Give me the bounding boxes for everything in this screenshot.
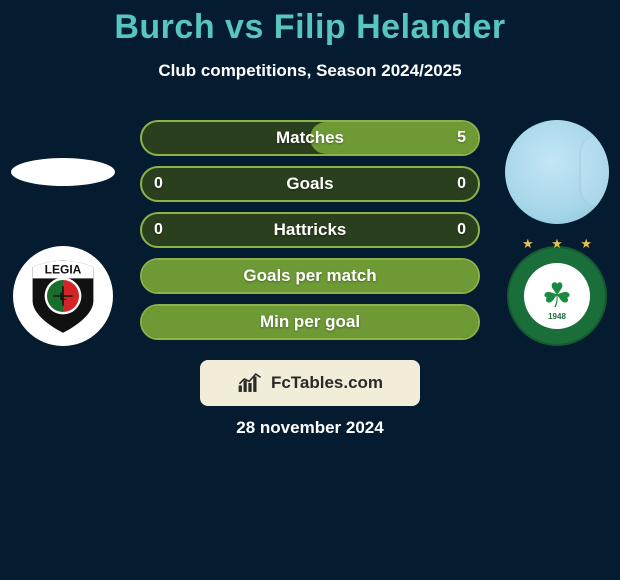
player-left-avatar bbox=[11, 120, 115, 224]
legia-crest-icon: LEGIA L bbox=[23, 256, 103, 336]
stat-bar: Min per goal bbox=[140, 304, 480, 340]
stat-label: Min per goal bbox=[260, 312, 360, 332]
star-icon: ★ bbox=[522, 236, 534, 252]
stat-value-right: 0 bbox=[457, 221, 466, 239]
fctables-logo-icon bbox=[237, 372, 263, 394]
stat-label: Matches bbox=[276, 128, 344, 148]
stat-bar: Matches 5 bbox=[140, 120, 480, 156]
stat-bar: Hattricks 0 0 bbox=[140, 212, 480, 248]
page-title: Burch vs Filip Helander bbox=[0, 8, 620, 47]
star-icon: ★ bbox=[580, 236, 592, 252]
player-left-column: LEGIA L bbox=[8, 120, 118, 346]
watermark-text: FcTables.com bbox=[271, 373, 383, 393]
stat-value-left: 0 bbox=[154, 221, 163, 239]
omonia-stars: ★ ★ ★ bbox=[522, 236, 592, 252]
omonia-inner-circle: ☘ 1948 bbox=[524, 263, 590, 329]
svg-text:L: L bbox=[60, 291, 67, 303]
shamrock-icon: ☘ bbox=[542, 279, 572, 313]
stat-label: Hattricks bbox=[274, 220, 347, 240]
stat-bar: Goals per match bbox=[140, 258, 480, 294]
comparison-card: Burch vs Filip Helander Club competition… bbox=[0, 0, 620, 580]
stat-value-right: 5 bbox=[457, 129, 466, 147]
player-left-silhouette bbox=[11, 158, 115, 186]
club-badge-omonia: ★ ★ ★ ☘ 1948 bbox=[507, 246, 607, 346]
page-subtitle: Club competitions, Season 2024/2025 bbox=[0, 61, 620, 81]
stat-label: Goals bbox=[286, 174, 333, 194]
omonia-year: 1948 bbox=[548, 312, 566, 321]
stat-label: Goals per match bbox=[243, 266, 376, 286]
stat-value-left: 0 bbox=[154, 175, 163, 193]
stat-value-right: 0 bbox=[457, 175, 466, 193]
comparison-date: 28 november 2024 bbox=[0, 418, 620, 438]
stat-bars: Matches 5 Goals 0 0 Hattricks 0 0 Goals per matc… bbox=[140, 120, 480, 340]
svg-text:LEGIA: LEGIA bbox=[45, 263, 82, 277]
star-icon: ★ bbox=[551, 236, 563, 252]
watermark-badge: FcTables.com bbox=[200, 360, 420, 406]
stat-bar: Goals 0 0 bbox=[140, 166, 480, 202]
player-right-avatar bbox=[505, 120, 609, 224]
club-badge-legia: LEGIA L bbox=[13, 246, 113, 346]
player-right-column: ★ ★ ★ ☘ 1948 bbox=[502, 120, 612, 346]
